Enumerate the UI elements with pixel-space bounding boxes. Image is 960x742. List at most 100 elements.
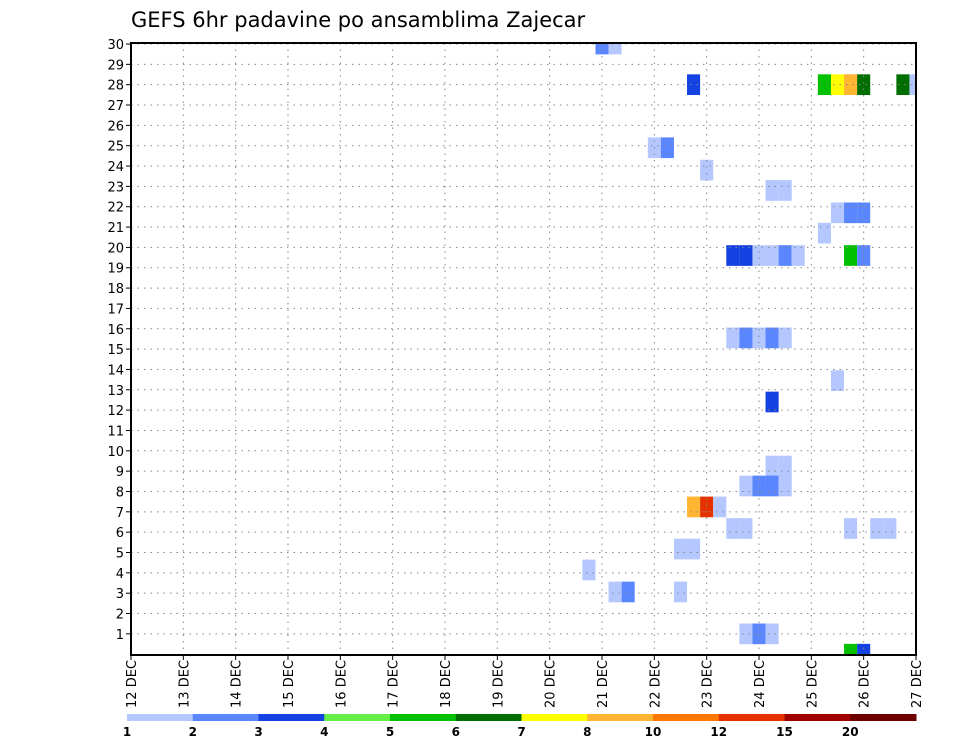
y-tick-label: 30 — [107, 38, 124, 53]
x-tick-label: 20 DEC — [544, 660, 559, 708]
heatmap-cell — [817, 74, 831, 96]
y-tick-label: 22 — [107, 201, 124, 216]
y-tick-label: 19 — [107, 262, 124, 277]
heatmap-cell — [713, 496, 727, 518]
heatmap-cell — [765, 475, 779, 497]
heatmap-cell — [817, 222, 831, 244]
x-tick-label: 13 DEC — [177, 660, 192, 708]
legend-label: 1 — [123, 725, 131, 739]
heatmap-cell — [857, 643, 871, 655]
heatmap-cell — [673, 538, 688, 560]
legend-label: 8 — [583, 725, 591, 739]
heatmap-cell — [739, 518, 753, 539]
legend-swatch — [455, 714, 522, 721]
y-tick-label: 1 — [116, 628, 124, 643]
legend-label: 10 — [645, 725, 662, 739]
y-tick-label: 10 — [107, 445, 124, 460]
heatmap-cell — [608, 43, 622, 55]
heatmap-cell — [608, 581, 622, 603]
heatmap-cell — [765, 245, 779, 266]
heatmap-cell — [844, 643, 858, 655]
y-tick-label: 12 — [107, 404, 124, 419]
legend-swatch — [850, 714, 917, 721]
heatmap-cell — [673, 581, 688, 603]
heatmap-cell — [765, 623, 779, 645]
heatmap-cell — [700, 159, 714, 181]
legend-swatch — [653, 714, 720, 721]
y-tick-label: 16 — [107, 323, 124, 338]
heatmap-cell — [582, 559, 596, 581]
legend-swatch — [390, 714, 457, 721]
heatmap-cell — [870, 518, 884, 539]
y-tick-label: 2 — [116, 608, 124, 623]
y-tick-label: 3 — [116, 587, 124, 602]
x-tick-label: 22 DEC — [648, 660, 663, 708]
y-tick-label: 27 — [107, 99, 124, 114]
heatmap-cell — [765, 180, 779, 201]
legend-label: 20 — [842, 725, 859, 739]
heatmap-cell — [726, 518, 740, 539]
heatmap-cell — [700, 496, 714, 518]
heatmap-cell — [595, 43, 609, 55]
heatmap-cell — [844, 518, 858, 539]
legend-label: 3 — [254, 725, 262, 739]
plot-frame — [130, 42, 917, 656]
y-tick-label: 29 — [107, 58, 124, 73]
x-tick-label: 25 DEC — [805, 660, 820, 708]
y-tick-label: 20 — [107, 241, 124, 256]
heatmap-cell — [909, 74, 916, 96]
y-tick-label: 11 — [107, 424, 124, 439]
heatmap-cell — [883, 518, 897, 539]
y-tick-label: 28 — [107, 79, 124, 94]
legend-label: 5 — [386, 725, 394, 739]
heatmap-cell — [687, 74, 701, 96]
y-tick-label: 21 — [107, 221, 124, 236]
heatmap-cell — [621, 581, 635, 603]
y-tick-label: 15 — [107, 343, 124, 358]
legend-swatch — [587, 714, 654, 721]
heatmap-cell — [752, 327, 766, 349]
x-tick-label: 24 DEC — [753, 660, 768, 708]
y-tick-label: 4 — [116, 567, 124, 582]
heatmap-cell — [778, 455, 792, 477]
color-legend: 1 2 3 4 5 6 7 8 10 12 15 20 — [123, 714, 917, 739]
heatmap-cell — [830, 370, 845, 391]
y-tick-label: 13 — [107, 384, 124, 399]
y-tick-label: 18 — [107, 282, 124, 297]
legend-swatch — [784, 714, 851, 721]
y-tick-label: 7 — [116, 506, 124, 521]
y-tick-label: 6 — [116, 526, 124, 541]
legend-swatch — [258, 714, 325, 721]
y-tick-label: 24 — [107, 160, 124, 175]
y-tick-label: 17 — [107, 302, 124, 317]
heatmap-cell — [830, 74, 845, 96]
x-tick-label: 12 DEC — [125, 660, 140, 708]
legend-label: 7 — [517, 725, 525, 739]
heatmap-cell — [726, 245, 740, 266]
heatmap-cell — [844, 74, 858, 96]
x-tick-label: 15 DEC — [282, 660, 297, 708]
y-tick-label: 9 — [116, 465, 124, 480]
x-tick-label: 19 DEC — [491, 660, 506, 708]
heatmap-cell — [765, 327, 779, 349]
heatmap-cell — [752, 623, 766, 645]
y-tick-label: 26 — [107, 119, 124, 134]
heatmap-cell — [857, 74, 871, 96]
heatmap-cell — [739, 327, 753, 349]
heatmap-cell — [778, 327, 792, 349]
heatmap-cell — [778, 245, 792, 266]
legend-swatch — [521, 714, 588, 721]
heatmap-cell — [791, 245, 805, 266]
heatmap-cell — [765, 391, 779, 413]
legend-swatch — [324, 714, 391, 721]
legend-label: 15 — [776, 725, 793, 739]
heatmap-cell — [739, 623, 753, 645]
heatmap-cell — [687, 496, 701, 518]
y-tick-label: 23 — [107, 180, 124, 195]
x-tick-label: 18 DEC — [439, 660, 454, 708]
x-tick-label: 17 DEC — [387, 660, 402, 708]
legend-label: 12 — [710, 725, 727, 739]
heatmap-cell — [765, 455, 779, 477]
x-tick-label: 21 DEC — [596, 660, 611, 708]
heatmap-cell — [844, 245, 858, 266]
